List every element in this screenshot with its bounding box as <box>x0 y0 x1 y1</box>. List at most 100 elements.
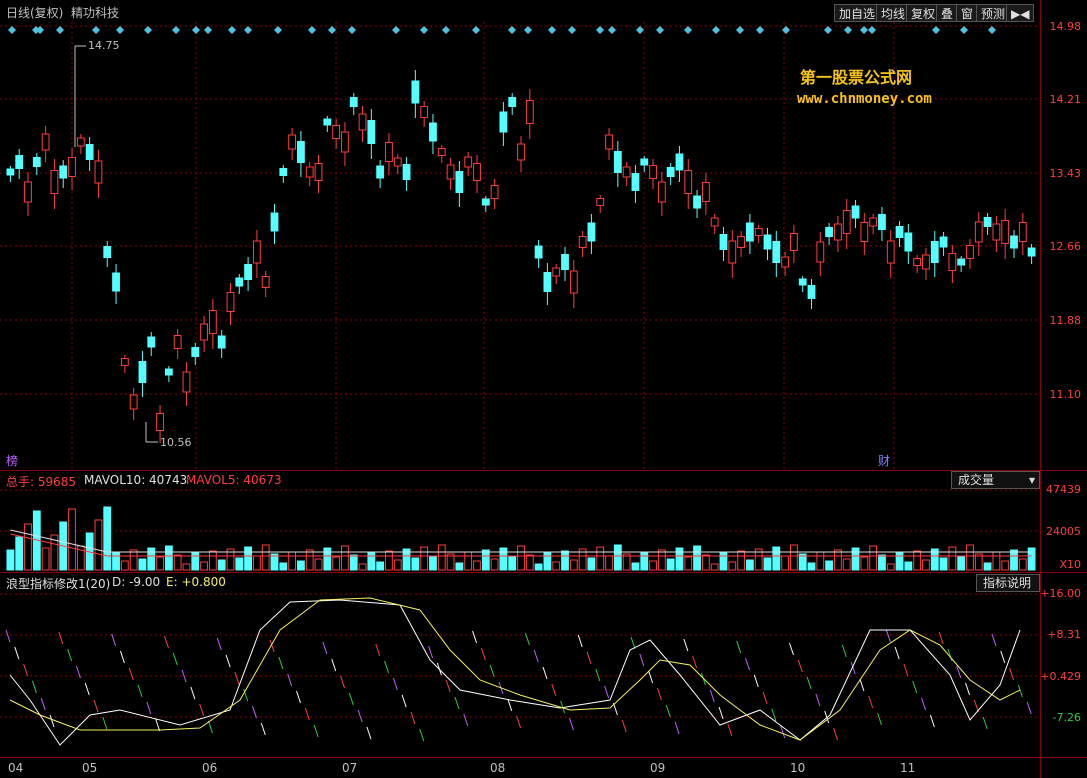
indicator-tick: +8.31 <box>1047 628 1081 641</box>
candle-body <box>226 292 235 312</box>
indicator-tick-mark <box>199 703 205 717</box>
volume-bar <box>913 550 922 571</box>
indicator-tick-mark <box>296 690 301 704</box>
candle-body <box>297 141 305 163</box>
volume-bar <box>112 551 120 571</box>
indicator-tick-mark <box>824 710 830 724</box>
indicator-tick-mark <box>93 699 99 713</box>
indicator-tick-mark <box>49 714 55 728</box>
candle-body <box>1027 247 1036 257</box>
indicator-tick-mark <box>674 721 680 735</box>
indicator-tick-mark <box>727 723 733 737</box>
scroll-icon[interactable]: ▶◀ <box>1006 4 1034 22</box>
candle-body <box>420 106 429 118</box>
candle-body <box>24 181 32 203</box>
watermark-url[interactable]: www.chnmoney.com <box>797 91 932 107</box>
indicator-tick-mark <box>859 678 865 692</box>
diamond-marker <box>988 26 996 34</box>
indicator-tick-mark <box>533 649 539 663</box>
volume-bar <box>596 546 605 571</box>
candle-body <box>649 165 657 179</box>
candle-body <box>596 198 605 206</box>
diamond-marker <box>348 26 356 34</box>
volume-bar <box>675 547 684 571</box>
indicator-tick-mark <box>630 636 636 650</box>
diamond-marker <box>192 26 200 34</box>
indicator-tick-mark <box>401 694 407 708</box>
indicator-tick-mark <box>287 673 293 687</box>
volume-bar <box>41 547 50 571</box>
candle-body <box>455 171 464 193</box>
window-button[interactable]: 窗 <box>956 4 979 22</box>
candle-body <box>103 246 112 258</box>
volume-bar <box>763 557 772 571</box>
diamond-marker <box>172 26 180 34</box>
volume-bar <box>578 548 587 571</box>
candle-body <box>323 118 332 126</box>
diamond-marker <box>608 26 616 34</box>
indicator-tick: -7.26 <box>1052 711 1081 724</box>
volume-bar <box>191 552 200 571</box>
indicator-title[interactable]: 浪型指标修改1(20) <box>6 577 111 591</box>
indicator-tick-mark <box>1026 701 1032 715</box>
volume-bar <box>587 557 596 571</box>
indicator-tick-mark <box>260 722 266 736</box>
x-tick: 06 <box>202 761 218 775</box>
volume-selector[interactable]: 成交量 ▾ <box>951 471 1040 489</box>
price-tick: 14.98 <box>1049 20 1082 33</box>
candle-body <box>834 223 842 241</box>
axis-separator <box>1040 0 1041 778</box>
volume-bar <box>244 546 252 571</box>
indicator-tick-mark <box>639 653 645 667</box>
indicator-tick-mark <box>119 650 125 664</box>
diamond-marker <box>274 26 282 34</box>
indicator-tick-mark <box>938 631 944 645</box>
adjust-button[interactable]: 复权 <box>906 4 941 22</box>
indicator-tick-mark <box>612 702 618 716</box>
diamond-marker <box>756 26 764 34</box>
indicator-tick-mark <box>84 682 90 696</box>
volume-bar <box>605 555 613 571</box>
candle-body <box>376 165 385 179</box>
candle-body <box>138 361 147 383</box>
candle-body <box>693 195 701 209</box>
diamond-marker <box>524 26 532 34</box>
add-watchlist-button[interactable]: 加自选 <box>834 4 881 22</box>
rank-marker[interactable]: 榜 <box>6 454 19 468</box>
candle-body <box>1001 220 1010 244</box>
volume-bar <box>120 560 129 571</box>
diamond-marker <box>548 26 556 34</box>
volume-bar <box>754 548 763 571</box>
volume-bar <box>508 556 517 571</box>
candle-body <box>613 151 622 173</box>
indicator-tick-mark <box>736 640 742 654</box>
forecast-button[interactable]: 预测 <box>976 4 1011 22</box>
candle-body <box>825 227 834 237</box>
indicator-tick-mark <box>111 633 117 647</box>
panel-divider-1 <box>0 470 1087 471</box>
candle-body <box>790 233 798 251</box>
indicator-tick-mark <box>216 637 222 651</box>
volume-bar <box>534 563 543 571</box>
indicator-tick-mark <box>516 715 522 729</box>
candle-body <box>358 113 367 131</box>
overlay-button[interactable]: 叠 <box>936 4 959 22</box>
finance-marker[interactable]: 财 <box>878 454 891 468</box>
indicator-help-button[interactable]: 指标说明 <box>976 574 1040 592</box>
indicator-tick-mark <box>877 712 883 726</box>
indicator-tick-mark <box>190 686 196 700</box>
indicator-tick-mark <box>419 728 425 742</box>
moving-average-button[interactable]: 均线 <box>876 4 911 22</box>
volume-bar <box>1001 560 1010 571</box>
volume-bar <box>437 544 446 571</box>
indicator-tick-mark <box>956 665 962 679</box>
indicator-tick-mark <box>480 647 486 661</box>
volume-bar <box>631 562 640 571</box>
candle-body <box>869 217 878 227</box>
period-label[interactable]: 日线(复权) <box>6 6 64 20</box>
candle-body <box>983 217 992 227</box>
indicator-tick-mark <box>665 704 671 718</box>
volume-bar <box>895 552 904 571</box>
indicator-tick-mark <box>542 666 548 680</box>
indicator-tick-mark <box>137 684 143 698</box>
